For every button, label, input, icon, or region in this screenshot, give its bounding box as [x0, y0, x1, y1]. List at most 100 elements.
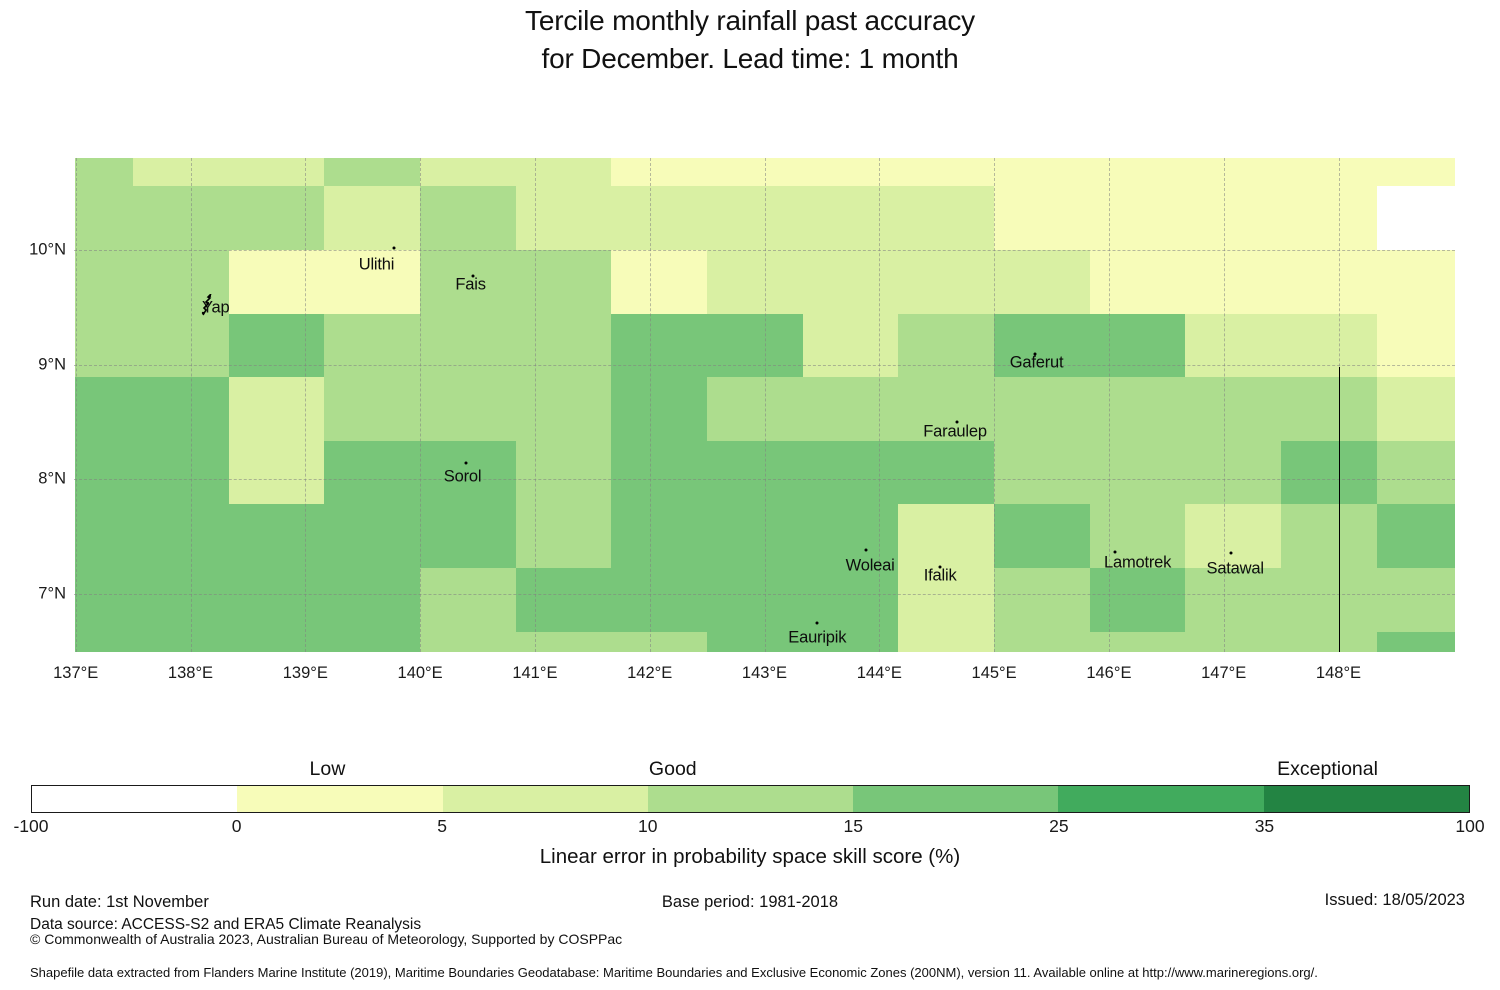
map-cell	[898, 250, 995, 314]
island-marker-dot	[392, 246, 396, 250]
map-cell	[1089, 250, 1186, 314]
issued-date-text: Issued: 18/05/2023	[1324, 891, 1465, 909]
map-cell	[611, 440, 708, 505]
map-cell	[74, 186, 134, 250]
colorbar-tick-label: 100	[1455, 816, 1485, 836]
map-cell	[515, 250, 612, 314]
colorbar-category-label: Good	[648, 758, 697, 780]
map-cell	[707, 377, 803, 441]
colorbar-tick-label: 5	[437, 816, 448, 836]
colorbar-segment	[1058, 786, 1264, 812]
x-tick-label: 137°E	[53, 664, 99, 682]
map-cell	[74, 631, 134, 652]
map-cell	[802, 631, 899, 652]
map-cell	[515, 158, 612, 187]
map-cell	[133, 377, 229, 441]
island-label-satawal: Satawal	[1206, 559, 1265, 578]
map-cell	[1089, 568, 1186, 632]
colorbar-segment	[442, 786, 648, 812]
gridline-vertical	[534, 158, 536, 652]
colorbar-segment	[853, 786, 1059, 812]
map-cell	[994, 504, 1090, 569]
map-cell	[228, 440, 325, 505]
map-cell	[994, 250, 1090, 314]
island-marker-dot	[464, 461, 468, 465]
map-cell	[1089, 440, 1186, 505]
map-cell	[1089, 186, 1186, 250]
map-cell	[898, 158, 995, 187]
map-cell	[420, 250, 516, 314]
map-cell	[324, 568, 421, 632]
map-cell	[324, 377, 421, 441]
map-cell	[324, 250, 421, 314]
gridline-vertical	[75, 158, 77, 652]
map-cell	[1185, 158, 1282, 187]
chart-title: Tercile monthly rainfall past accuracy f…	[0, 2, 1500, 78]
map-cell	[228, 377, 325, 441]
gridline-vertical	[190, 158, 192, 652]
x-tick-label: 144°E	[856, 664, 902, 682]
y-tick-label: 9°N	[38, 355, 66, 373]
x-tick-label: 148°E	[1315, 664, 1362, 682]
map-cell	[1185, 568, 1282, 632]
map-cell	[802, 186, 899, 250]
y-tick-label: 8°N	[38, 469, 66, 488]
x-tick-label: 140°E	[397, 664, 443, 682]
x-tick-label: 147°E	[1201, 664, 1247, 682]
map-cell	[420, 504, 516, 569]
colorbar-category-label: Low	[309, 758, 346, 780]
map-cell	[1089, 504, 1186, 569]
map-cell	[802, 504, 899, 569]
map-cell	[1185, 250, 1282, 314]
map-cell	[74, 377, 134, 441]
map-cell	[1376, 631, 1455, 652]
map-plot-area: Yap Ulithi Fais Sorol Gaferut Faraulep Woleai I…	[74, 158, 1455, 652]
map-cell	[898, 186, 995, 250]
map-cell	[1185, 186, 1282, 250]
island-marker-dot	[955, 420, 959, 424]
map-cell	[1281, 377, 1377, 441]
y-tick-label: 10°N	[29, 240, 66, 259]
map-cell	[707, 186, 803, 250]
map-cell	[1089, 158, 1186, 187]
map-cell	[994, 631, 1090, 652]
colorbar-tick-label: 15	[843, 816, 864, 836]
island-label-yap: Yap	[201, 298, 230, 317]
colorbar-tick-label: 0	[231, 816, 242, 836]
map-cell	[74, 440, 134, 505]
map-cell	[1281, 158, 1377, 187]
map-cell	[515, 313, 612, 378]
x-tick-label: 141°E	[512, 664, 558, 682]
data-source-text: Data source: ACCESS-S2 and ERA5 Climate …	[30, 916, 422, 933]
map-cell	[611, 250, 708, 314]
island-marker-dot	[471, 274, 475, 278]
map-cell	[420, 186, 516, 250]
map-cell	[611, 377, 708, 441]
map-cell	[994, 568, 1090, 632]
map-cell	[1376, 377, 1455, 441]
map-cell	[420, 631, 516, 652]
island-marker-dot	[864, 548, 868, 552]
map-cell	[228, 313, 325, 378]
chart-title-line2: for December. Lead time: 1 month	[541, 43, 959, 74]
y-tick-label: 7°N	[38, 584, 66, 602]
map-cell	[1185, 313, 1282, 378]
map-cell	[228, 158, 325, 187]
gridline-vertical	[879, 158, 881, 652]
map-cell	[133, 158, 229, 187]
map-cell	[994, 158, 1090, 187]
x-tick-label: 138°E	[167, 664, 214, 682]
map-cell	[802, 250, 899, 314]
map-cell	[133, 313, 229, 378]
map-cell	[324, 504, 421, 569]
island-marker-dot	[1229, 551, 1233, 555]
island-marker-dot	[815, 621, 819, 625]
map-cell	[420, 377, 516, 441]
map-cell	[515, 377, 612, 441]
map-cell	[898, 631, 995, 652]
map-cell	[515, 440, 612, 505]
map-cell	[1185, 440, 1282, 505]
map-cell	[994, 313, 1090, 378]
island-label-faraulep: Faraulep	[923, 422, 987, 441]
map-cell	[324, 313, 421, 378]
